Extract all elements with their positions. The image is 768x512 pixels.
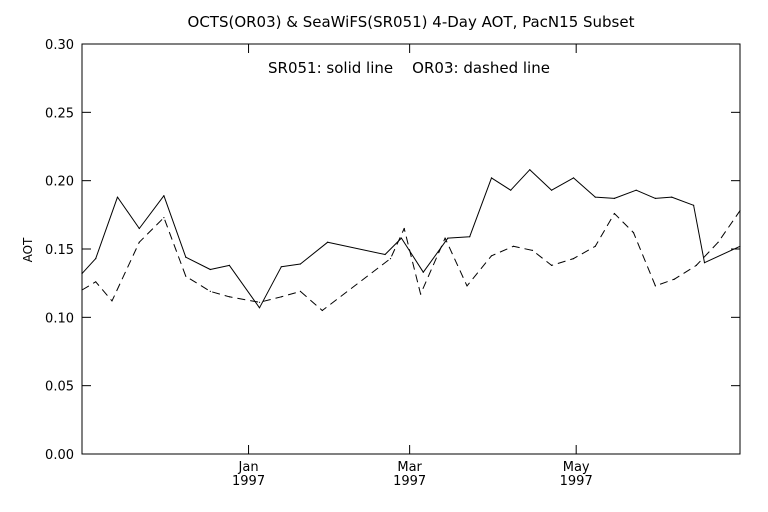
y-axis: 0.00 0.05 0.10 0.15 0.20 0.25 0.30	[45, 38, 740, 463]
y-tick-label: 0.05	[45, 380, 74, 395]
data-point-or03	[185, 275, 187, 277]
data-point-or03	[321, 309, 323, 312]
data-point-or03	[299, 290, 301, 292]
data-point-sr051	[95, 258, 97, 260]
data-point-or03	[81, 289, 83, 291]
data-point-or03	[717, 241, 719, 243]
x-tick-label-month: May	[563, 460, 590, 475]
data-point-or03	[490, 255, 493, 257]
data-point-sr051	[209, 268, 211, 271]
data-point-or03	[403, 227, 405, 230]
data-point-sr051	[280, 266, 282, 268]
y-tick-label: 0.20	[45, 175, 74, 190]
data-point-or03	[512, 245, 515, 247]
x-tick-label-year: 1997	[560, 474, 593, 489]
data-point-sr051	[81, 273, 83, 275]
data-point-sr051	[739, 245, 741, 247]
data-point-or03	[654, 285, 657, 287]
data-point-or03	[594, 245, 596, 247]
data-point-sr051	[185, 256, 187, 258]
data-point-sr051	[635, 189, 637, 191]
data-point-sr051	[447, 237, 449, 239]
data-point-or03	[739, 210, 741, 212]
y-tick-label: 0.10	[45, 311, 74, 326]
data-point-sr051	[163, 195, 165, 197]
data-point-or03	[389, 258, 392, 260]
data-point-or03	[632, 232, 635, 234]
data-point-or03	[95, 281, 97, 283]
data-point-or03	[258, 301, 261, 303]
data-point-sr051	[490, 177, 493, 179]
data-point-sr051	[116, 196, 119, 198]
data-point-or03	[444, 237, 446, 239]
data-point-sr051	[258, 307, 261, 309]
data-point-sr051	[594, 196, 596, 198]
y-tick-label: 0.15	[45, 243, 74, 258]
line-style-annotation: SR051: solid line OR03: dashed line	[268, 59, 550, 77]
data-point-or03	[695, 264, 697, 266]
y-tick-label: 0.00	[45, 448, 74, 463]
series-layer	[81, 169, 741, 312]
data-point-or03	[531, 249, 534, 251]
data-point-or03	[420, 293, 422, 295]
data-point-sr051	[228, 264, 230, 266]
data-point-or03	[138, 241, 140, 243]
data-point-sr051	[422, 271, 424, 273]
data-point-sr051	[613, 197, 616, 199]
data-point-or03	[466, 285, 468, 287]
data-point-or03	[613, 212, 616, 215]
data-point-or03	[111, 300, 113, 302]
data-point-sr051	[703, 262, 706, 264]
data-point-sr051	[138, 227, 140, 230]
series-line-or03	[81, 210, 741, 311]
data-point-sr051	[671, 196, 673, 198]
y-tick-label: 0.30	[45, 38, 74, 53]
chart-title: OCTS(OR03) & SeaWiFS(SR051) 4-Day AOT, P…	[188, 13, 635, 31]
data-point-sr051	[529, 169, 531, 171]
x-tick-label-month: Jan	[238, 460, 259, 475]
data-point-sr051	[693, 204, 695, 206]
data-point-sr051	[384, 253, 386, 256]
y-axis-label: AOT	[21, 237, 35, 262]
data-point-or03	[572, 258, 575, 260]
y-tick-label: 0.25	[45, 106, 74, 121]
data-point-or03	[163, 217, 165, 219]
plot-frame	[81, 43, 741, 455]
data-point-sr051	[510, 189, 512, 191]
series-line-sr051	[81, 169, 741, 309]
data-point-sr051	[327, 241, 329, 243]
x-tick-label-year: 1997	[232, 474, 265, 489]
data-point-or03	[280, 296, 282, 298]
data-point-or03	[209, 290, 211, 292]
data-point-or03	[673, 278, 676, 280]
data-point-sr051	[654, 197, 657, 199]
data-point-sr051	[469, 236, 471, 238]
data-point-sr051	[572, 177, 575, 179]
data-point-sr051	[400, 237, 402, 239]
data-point-sr051	[551, 189, 553, 191]
data-point-or03	[228, 296, 230, 298]
data-point-or03	[551, 264, 553, 266]
x-tick-label-month: Mar	[397, 460, 422, 475]
x-tick-label-year: 1997	[393, 474, 426, 489]
data-point-sr051	[299, 263, 301, 265]
